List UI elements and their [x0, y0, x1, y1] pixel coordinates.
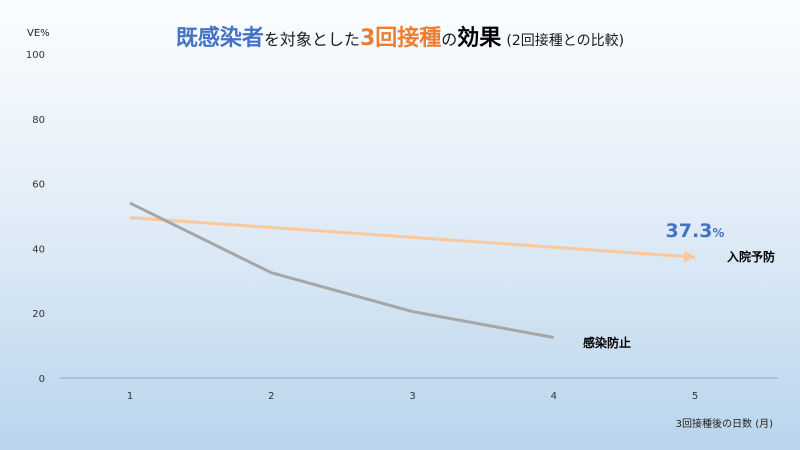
x-tick-label: 3 [409, 391, 415, 402]
title-part-no: の [441, 30, 458, 49]
series-group [129, 201, 696, 339]
series-line-infection [129, 201, 555, 339]
title-part-infected: 既感染者 [175, 26, 264, 51]
x-axis-ticks: 1 2 3 4 5 [127, 391, 698, 402]
y-tick-label: 40 [32, 244, 45, 255]
title-part-effect: 効果 [457, 26, 502, 51]
y-axis-ticks: 0 20 40 60 80 100 [26, 50, 45, 385]
y-tick-label: 20 [32, 309, 45, 320]
series-line-hospitalization [129, 216, 696, 259]
annotation-number: 37.3 [666, 220, 713, 242]
series-label-infection: 感染防止 [583, 335, 631, 350]
annotation-value: 37.3% [666, 220, 725, 242]
title-part-third-dose: 3回接種 [359, 26, 442, 51]
chart-title: 既感染者を対象とした3回接種の効果 (2回接種との比較) [0, 20, 800, 52]
annotation-unit: % [712, 226, 724, 240]
y-tick-label: 60 [32, 180, 45, 191]
x-tick-label: 5 [692, 391, 698, 402]
y-tick-label: 0 [39, 374, 45, 385]
y-tick-label: 100 [26, 50, 45, 61]
title-part-target: を対象とした [263, 30, 360, 49]
series-arrowhead [683, 250, 695, 263]
x-tick-label: 1 [127, 391, 133, 402]
series-label-hospitalization: 入院予防 [727, 249, 775, 264]
y-axis-label: VE% [27, 28, 50, 39]
y-tick-label: 80 [32, 115, 45, 126]
title-part-comparison: (2回接種との比較) [506, 33, 625, 49]
x-tick-label: 2 [268, 391, 274, 402]
x-tick-label: 4 [551, 391, 557, 402]
x-axis-label: 3回接種後の日数 (月) [676, 417, 773, 430]
